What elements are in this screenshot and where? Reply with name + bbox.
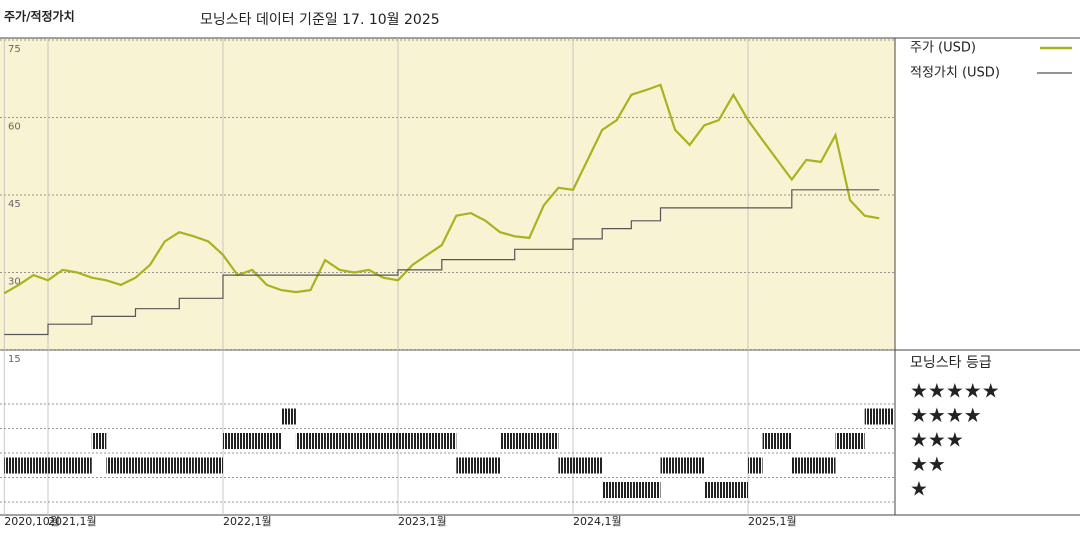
rating-bar bbox=[806, 457, 821, 474]
rating-bar bbox=[777, 433, 792, 449]
rating-bar bbox=[33, 457, 48, 474]
rating-bar bbox=[558, 457, 573, 474]
rating-bar bbox=[266, 433, 282, 449]
rating-bar bbox=[193, 457, 209, 474]
legend-label: 주가 (USD) bbox=[910, 41, 976, 56]
rating-bar bbox=[48, 457, 63, 474]
x-tick-label: 2025,1월 bbox=[748, 515, 797, 528]
rating-bar bbox=[106, 457, 121, 474]
series-line bbox=[4, 189, 880, 336]
rating-bar bbox=[660, 457, 676, 474]
rating-bar bbox=[310, 433, 326, 449]
rating-bar bbox=[791, 457, 807, 474]
rating-bar bbox=[223, 433, 238, 449]
rating-bar bbox=[879, 408, 894, 425]
y-tick-label: 45 bbox=[8, 199, 21, 210]
rating-bar bbox=[281, 408, 296, 425]
rating-bar bbox=[150, 457, 165, 474]
y-tick-label: 15 bbox=[8, 354, 21, 365]
rating-label: ★ bbox=[910, 477, 928, 501]
rating-bar bbox=[573, 457, 588, 474]
rating-bar bbox=[354, 433, 369, 449]
rating-bar bbox=[179, 457, 194, 474]
x-tick-label: 2021,1월 bbox=[48, 515, 97, 528]
rating-bar bbox=[704, 482, 719, 498]
rating-label: ★★★★★ bbox=[910, 379, 1000, 403]
chart-subtitle: 모닝스타 데이터 기준일 17. 10월 2025 bbox=[200, 12, 440, 28]
rating-bar bbox=[485, 457, 501, 474]
rating-bar bbox=[733, 482, 748, 498]
rating-bar bbox=[441, 433, 457, 449]
rating-bar bbox=[237, 433, 253, 449]
rating-bar bbox=[456, 457, 471, 474]
rating-bar bbox=[470, 457, 486, 474]
rating-bar bbox=[645, 482, 661, 498]
rating-bar bbox=[631, 482, 646, 498]
rating-bar bbox=[18, 457, 34, 474]
rating-bar bbox=[602, 482, 617, 498]
legend-label: 적정가치 (USD) bbox=[910, 66, 1000, 81]
rating-bar bbox=[252, 433, 267, 449]
rating-bar bbox=[135, 457, 151, 474]
rating-bar bbox=[325, 433, 340, 449]
rating-bar bbox=[748, 457, 763, 474]
series-line bbox=[3, 83, 880, 295]
rating-bar bbox=[850, 433, 865, 449]
rating-bar bbox=[689, 457, 705, 474]
rating-bar bbox=[587, 457, 603, 474]
rating-bar bbox=[529, 433, 544, 449]
chart-title: 주가/적정가치 bbox=[4, 9, 75, 24]
rating-bar bbox=[383, 433, 398, 449]
rating-bar bbox=[412, 433, 428, 449]
rating-bar bbox=[675, 457, 690, 474]
rating-label: ★★ bbox=[910, 452, 946, 476]
rating-bar bbox=[164, 457, 180, 474]
rating-bar bbox=[616, 482, 632, 498]
rating-bar bbox=[762, 433, 778, 449]
rating-bar bbox=[820, 457, 836, 474]
rating-bar bbox=[208, 457, 223, 474]
x-tick-label: 2022,1월 bbox=[223, 515, 272, 528]
rating-bar bbox=[339, 433, 355, 449]
rating-bar bbox=[91, 433, 107, 449]
rating-bar bbox=[427, 433, 442, 449]
rating-label: ★★★ bbox=[910, 428, 964, 452]
y-tick-label: 60 bbox=[8, 122, 21, 133]
rating-label: ★★★★ bbox=[910, 403, 982, 427]
rating-title: 모닝스타 등급 bbox=[910, 355, 992, 371]
rating-bar bbox=[62, 457, 78, 474]
x-tick-label: 2023,1월 bbox=[398, 515, 447, 528]
rating-bar bbox=[4, 457, 19, 474]
rating-bar bbox=[718, 482, 734, 498]
x-tick-label: 2024,1월 bbox=[573, 515, 622, 528]
plot-background bbox=[0, 38, 895, 350]
rating-bar bbox=[864, 408, 880, 425]
rating-bar bbox=[77, 457, 92, 474]
rating-bar bbox=[368, 433, 384, 449]
rating-bar bbox=[543, 433, 559, 449]
rating-bar bbox=[514, 433, 530, 449]
rating-bar bbox=[120, 457, 136, 474]
rating-bar bbox=[835, 433, 851, 449]
x-tick-label: 2020,10월 bbox=[4, 515, 60, 528]
rating-bar bbox=[500, 433, 515, 449]
y-tick-label: 75 bbox=[8, 44, 21, 55]
rating-bar bbox=[398, 433, 413, 449]
y-tick-label: 30 bbox=[8, 277, 21, 288]
rating-bar bbox=[295, 433, 311, 449]
